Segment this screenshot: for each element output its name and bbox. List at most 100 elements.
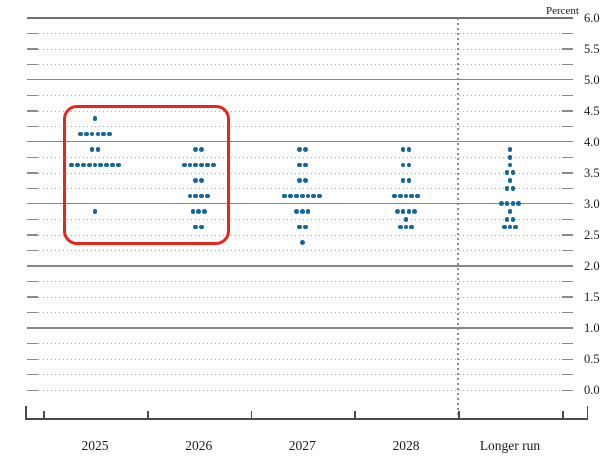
dot-longer-run-3.5 <box>504 170 510 176</box>
dot-2025-3.625 <box>98 162 104 168</box>
dot-2026-2.625 <box>199 224 205 230</box>
gridline-dotted-3.75 <box>27 157 573 159</box>
dot-2028-2.875 <box>400 209 406 214</box>
y-tick-label-0.0: 0.0 <box>584 382 600 397</box>
gridline-dotted-1.50 <box>27 296 573 298</box>
dot-2025-4.125 <box>89 131 95 137</box>
dot-2028-3.125 <box>403 193 409 199</box>
dot-longer-run-3 <box>516 201 522 207</box>
dot-2026-3.875 <box>193 147 199 152</box>
y-tick-left-1.25 <box>27 311 38 314</box>
gridline-dotted-4.75 <box>27 95 573 97</box>
y-tick-label-0.5: 0.5 <box>584 351 600 366</box>
y-tick-left-0.75 <box>27 343 38 345</box>
dot-2026-3.625 <box>199 162 205 168</box>
y-tick-left-2.25 <box>27 249 38 252</box>
y-tick-right-4.75 <box>562 94 573 97</box>
dot-2026-3.625 <box>193 162 199 168</box>
dot-2025-2.875 <box>92 209 98 214</box>
y-tick-label-3.0: 3.0 <box>584 196 600 211</box>
y-tick-left-1.50 <box>27 296 38 298</box>
dot-2027-3.125 <box>288 193 294 199</box>
dot-longer-run-3 <box>510 201 516 207</box>
dot-2026-3.625 <box>181 162 187 168</box>
x-category-label-2027: 2027 <box>288 438 316 453</box>
y-axis-unit-label: Percent <box>546 5 579 17</box>
gridline-solid-1.00 <box>27 327 573 329</box>
dot-2027-2.625 <box>296 224 302 230</box>
dot-longer-run-3.25 <box>510 185 516 191</box>
dot-2027-3.875 <box>296 147 302 152</box>
y-tick-left-0.50 <box>27 358 38 360</box>
dot-2028-2.625 <box>403 224 409 230</box>
gridline-solid-3.00 <box>27 203 573 205</box>
highlight-box-annotation <box>63 105 230 245</box>
gridline-dotted-0.25 <box>27 374 573 376</box>
dot-2028-3.375 <box>400 178 406 183</box>
y-tick-right-0.50 <box>562 358 573 360</box>
gridline-dotted-2.50 <box>27 234 573 236</box>
x-axis-tick-4 <box>458 411 460 418</box>
y-tick-left-4.25 <box>27 125 38 128</box>
dot-2025-3.625 <box>104 162 109 168</box>
dot-2027-2.875 <box>299 209 305 214</box>
dot-2025-4.375 <box>92 115 98 121</box>
dot-longer-run-2.875 <box>507 209 513 214</box>
x-axis-tick-0 <box>43 411 45 418</box>
dot-2028-3.375 <box>406 178 412 183</box>
dot-2026-3.125 <box>199 193 205 199</box>
dot-2025-3.625 <box>81 162 86 168</box>
y-tick-left-1.75 <box>27 280 38 283</box>
y-tick-left-0.00 <box>27 389 38 391</box>
x-category-label-2026: 2026 <box>185 438 213 453</box>
dot-2027-2.375 <box>299 240 305 245</box>
y-tick-left-5.50 <box>27 48 38 50</box>
dot-2026-3.125 <box>187 193 193 199</box>
dot-longer-run-3.875 <box>507 147 513 152</box>
gridline-solid-2.00 <box>27 265 573 267</box>
x-axis-line <box>25 418 588 420</box>
gridline-dotted-2.25 <box>27 250 573 252</box>
dot-2025-4.125 <box>83 131 89 137</box>
x-axis-left-end <box>25 406 27 418</box>
dot-2027-3.125 <box>282 193 288 199</box>
gridline-dotted-5.50 <box>27 48 573 50</box>
dot-2028-2.875 <box>412 209 418 214</box>
dot-2027-3.125 <box>305 193 311 199</box>
y-tick-right-0.25 <box>562 374 573 376</box>
y-tick-left-3.50 <box>27 172 38 174</box>
dot-2028-2.875 <box>406 209 412 214</box>
dot-2027-3.625 <box>302 162 308 168</box>
dot-2026-2.875 <box>190 209 196 214</box>
gridline-dotted-5.75 <box>27 33 573 35</box>
dot-2026-3.125 <box>205 193 210 199</box>
y-tick-right-2.25 <box>562 249 573 252</box>
dot-2026-2.875 <box>196 209 202 214</box>
y-tick-right-5.50 <box>562 48 573 50</box>
dot-2028-3.875 <box>406 147 412 152</box>
y-tick-right-1.25 <box>562 311 573 314</box>
y-tick-right-2.75 <box>562 218 573 221</box>
gridline-solid-6.00 <box>27 16 573 19</box>
dot-2028-3.625 <box>400 162 406 168</box>
y-tick-left-2.50 <box>27 234 38 236</box>
y-tick-right-3.75 <box>562 156 573 159</box>
y-tick-right-0.00 <box>562 389 573 391</box>
y-tick-left-4.50 <box>27 110 38 112</box>
dot-2028-3.875 <box>400 147 406 152</box>
dot-2028-2.625 <box>397 224 403 230</box>
dot-longer-run-3.75 <box>507 154 513 160</box>
y-tick-left-2.75 <box>27 218 38 221</box>
dot-2028-2.625 <box>409 224 415 230</box>
gridline-dotted-3.25 <box>27 188 573 190</box>
y-tick-label-2.5: 2.5 <box>584 227 600 242</box>
dot-2025-3.625 <box>92 162 98 168</box>
dot-2025-3.875 <box>89 147 95 152</box>
dot-2027-2.875 <box>305 209 311 214</box>
dot-2027-3.375 <box>302 178 308 183</box>
dot-2025-4.125 <box>101 131 107 137</box>
gridline-dotted-3.50 <box>27 172 573 174</box>
y-tick-left-3.25 <box>27 187 38 190</box>
